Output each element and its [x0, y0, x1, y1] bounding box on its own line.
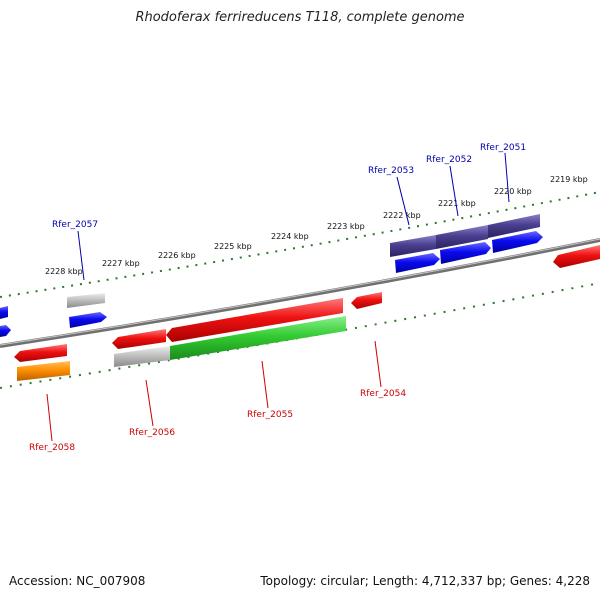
gene-arrow[interactable] [67, 293, 105, 308]
genome-summary-text: Topology: circular; Length: 4,712,337 bp… [260, 574, 590, 588]
scale-label: 2220 kbp [494, 187, 532, 196]
gene-arrow[interactable] [395, 253, 440, 273]
scale-label: 2222 kbp [383, 211, 421, 220]
gene-arrow[interactable] [390, 235, 436, 257]
gene-arrow[interactable] [114, 346, 170, 367]
gene-leaders [46, 152, 510, 442]
gene-arrow[interactable] [0, 325, 11, 337]
gene-arrow[interactable] [17, 361, 70, 381]
gene-arrow[interactable] [112, 329, 166, 349]
scale-label: 2224 kbp [271, 232, 309, 241]
gene-arrow[interactable] [492, 231, 543, 253]
gene-arrow[interactable] [351, 292, 382, 309]
scale-ring-top [0, 191, 600, 298]
scale-label: 2228 kbp [45, 267, 83, 276]
gene-label-rfer-2051[interactable]: Rfer_2051 [480, 143, 526, 153]
gene-label-rfer-2057[interactable]: Rfer_2057 [52, 220, 98, 230]
scale-label: 2227 kbp [102, 259, 140, 268]
scale-label: 2226 kbp [158, 251, 196, 260]
gene-label-rfer-2055[interactable]: Rfer_2055 [247, 410, 293, 420]
genome-backbone [0, 238, 600, 348]
gene-arrow[interactable] [440, 242, 491, 264]
scale-label: 2221 kbp [438, 199, 476, 208]
gene-arrow[interactable] [553, 245, 600, 268]
feature-track-forward [0, 214, 600, 337]
gene-arrow[interactable] [69, 312, 107, 328]
gene-arrow[interactable] [14, 344, 67, 362]
scale-label: 2223 kbp [327, 222, 365, 231]
gene-label-rfer-2056[interactable]: Rfer_2056 [129, 428, 175, 438]
map-title: Rhodoferax ferrireducens T118, complete … [135, 10, 465, 25]
scale-label: 2219 kbp [550, 175, 588, 184]
gene-arrow[interactable] [166, 298, 343, 342]
scale-label: 2225 kbp [214, 242, 252, 251]
accession-text: Accession: NC_007908 [9, 574, 146, 588]
gene-arrow[interactable] [170, 316, 346, 360]
gene-arrow[interactable] [488, 214, 540, 238]
feature-track-reverse [14, 292, 382, 381]
gene-label-rfer-2053[interactable]: Rfer_2053 [368, 166, 414, 176]
gene-label-rfer-2054[interactable]: Rfer_2054 [360, 389, 406, 399]
gene-arrow[interactable] [436, 225, 488, 249]
gene-label-rfer-2058[interactable]: Rfer_2058 [29, 443, 75, 453]
gene-label-rfer-2052[interactable]: Rfer_2052 [426, 155, 472, 165]
gene-arrow[interactable] [0, 306, 8, 319]
